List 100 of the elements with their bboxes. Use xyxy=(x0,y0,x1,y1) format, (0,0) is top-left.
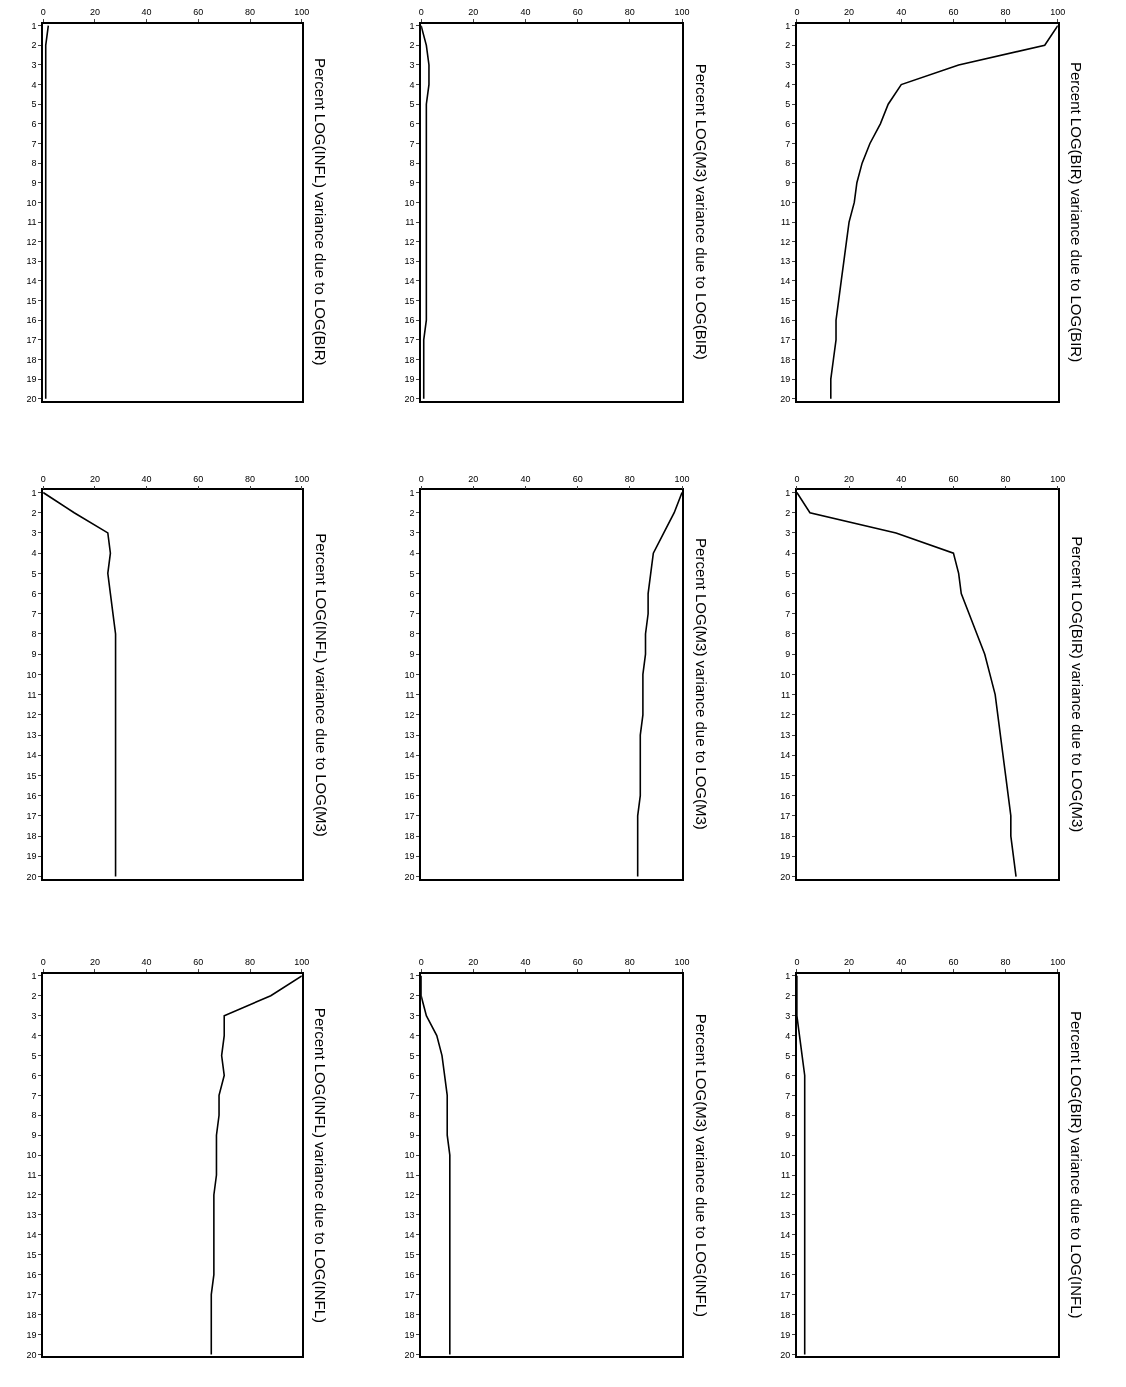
y-tick-label: 10 xyxy=(780,197,791,208)
y-tick-label: 11 xyxy=(780,217,791,228)
y-tick-label: 16 xyxy=(780,315,791,326)
y-tick-label: 15 xyxy=(26,1249,37,1260)
x-tick-label: 100 xyxy=(674,957,690,968)
y-tick-label: 19 xyxy=(780,851,791,862)
y-tick-label: 15 xyxy=(404,770,415,781)
y-tick-label: 6 xyxy=(31,588,37,599)
y-tick-label: 10 xyxy=(780,1150,791,1161)
x-tick-label: 100 xyxy=(674,474,690,485)
y-tick-label: 12 xyxy=(780,236,791,247)
y-tick-label: 9 xyxy=(31,1130,37,1141)
x-tick-label: 20 xyxy=(468,957,479,968)
y-tick-label: 4 xyxy=(409,1030,415,1041)
x-tick-label: 80 xyxy=(245,957,256,968)
x-tick-label: 20 xyxy=(844,7,855,18)
y-tick-label: 20 xyxy=(780,871,791,882)
y-tick-label: 10 xyxy=(26,669,37,680)
y-tick-label: 6 xyxy=(785,1070,791,1081)
y-tick-label: 13 xyxy=(26,1210,37,1221)
y-tick-label: 1 xyxy=(409,20,415,31)
text: Percent LOG(BIR) variance due to LOG(BIR) xyxy=(1068,62,1086,363)
y-tick-label: 11 xyxy=(27,217,37,228)
y-tick-label: 3 xyxy=(31,1010,37,1021)
x-tick-label: 20 xyxy=(844,957,855,968)
y-tick-label: 13 xyxy=(404,730,415,741)
y-tick-label: 4 xyxy=(31,548,37,559)
y-tick-label: 15 xyxy=(780,770,791,781)
y-tick-label: 1 xyxy=(785,487,791,498)
y-tick-label: 19 xyxy=(404,374,415,385)
y-tick-label: 18 xyxy=(26,354,37,365)
y-tick-label: 7 xyxy=(785,608,791,619)
y-tick-label: 15 xyxy=(26,770,37,781)
y-tick-label: 17 xyxy=(780,811,791,822)
y-tick-label: 7 xyxy=(785,138,791,149)
y-tick-label: 8 xyxy=(31,629,37,640)
y-tick-label: 5 xyxy=(785,99,791,110)
y-tick-label: 16 xyxy=(26,790,37,801)
y-tick-label: 2 xyxy=(31,507,37,518)
y-tick-label: 17 xyxy=(780,1289,791,1300)
y-tick-label: 13 xyxy=(780,1210,791,1221)
y-tick-label: 17 xyxy=(404,811,415,822)
x-tick-label: 20 xyxy=(89,957,100,968)
y-tick-label: 13 xyxy=(780,256,791,267)
x-tick-label: 0 xyxy=(418,474,424,485)
x-tick-label: 60 xyxy=(193,474,204,485)
y-tick-label: 9 xyxy=(409,1130,415,1141)
y-tick-label: 5 xyxy=(409,1050,415,1061)
x-tick-label: 40 xyxy=(520,7,531,18)
y-tick-label: 20 xyxy=(26,1349,37,1360)
x-tick-label: 60 xyxy=(193,957,204,968)
x-tick-label: 80 xyxy=(624,474,635,485)
x-tick-label: 0 xyxy=(40,7,46,18)
y-tick-label: 20 xyxy=(404,871,415,882)
x-tick-label: 60 xyxy=(948,474,959,485)
y-tick-label: 2 xyxy=(785,990,791,1001)
y-tick-label: 20 xyxy=(404,393,415,404)
x-tick-label: 100 xyxy=(674,7,690,18)
x-tick-label: 100 xyxy=(294,957,310,968)
x-tick-label: 0 xyxy=(418,957,424,968)
y-tick-label: 3 xyxy=(785,60,791,71)
y-tick-label: 13 xyxy=(404,256,415,267)
y-tick-label: 7 xyxy=(31,138,37,149)
y-tick-label: 6 xyxy=(409,1070,415,1081)
x-tick-label: 40 xyxy=(896,474,907,485)
y-tick-label: 1 xyxy=(31,20,37,31)
y-tick-label: 3 xyxy=(409,528,415,539)
x-tick-label: 0 xyxy=(794,957,800,968)
y-tick-label: 5 xyxy=(785,1050,791,1061)
y-tick-label: 7 xyxy=(31,1090,37,1101)
y-tick-label: 9 xyxy=(409,649,415,660)
y-tick-label: 6 xyxy=(785,119,791,130)
y-tick-label: 17 xyxy=(26,1289,37,1300)
y-tick-label: 3 xyxy=(409,1010,415,1021)
x-tick-label: 100 xyxy=(294,474,310,485)
y-tick-label: 2 xyxy=(409,507,415,518)
y-tick-label: 3 xyxy=(31,528,37,539)
x-tick-label: 40 xyxy=(141,474,152,485)
y-tick-label: 9 xyxy=(409,177,415,188)
y-tick-label: 5 xyxy=(785,568,791,579)
y-tick-label: 5 xyxy=(409,99,415,110)
y-tick-label: 2 xyxy=(31,990,37,1001)
x-tick-label: 40 xyxy=(520,957,531,968)
y-tick-label: 15 xyxy=(26,295,37,306)
y-tick-label: 18 xyxy=(404,831,415,842)
y-tick-label: 10 xyxy=(404,669,415,680)
y-tick-label: 19 xyxy=(404,851,415,862)
y-tick-label: 4 xyxy=(31,1030,37,1041)
y-tick-label: 16 xyxy=(404,315,415,326)
x-tick-label: 80 xyxy=(1000,957,1011,968)
x-tick-label: 80 xyxy=(245,7,256,18)
y-tick-label: 2 xyxy=(409,990,415,1001)
x-tick-label: 80 xyxy=(624,957,635,968)
y-tick-label: 19 xyxy=(780,374,791,385)
y-tick-label: 18 xyxy=(780,831,791,842)
y-tick-label: 11 xyxy=(780,1170,791,1181)
y-tick-label: 12 xyxy=(26,1190,37,1201)
y-tick-label: 20 xyxy=(26,871,37,882)
y-tick-label: 10 xyxy=(26,1150,37,1161)
y-tick-label: 17 xyxy=(26,811,37,822)
